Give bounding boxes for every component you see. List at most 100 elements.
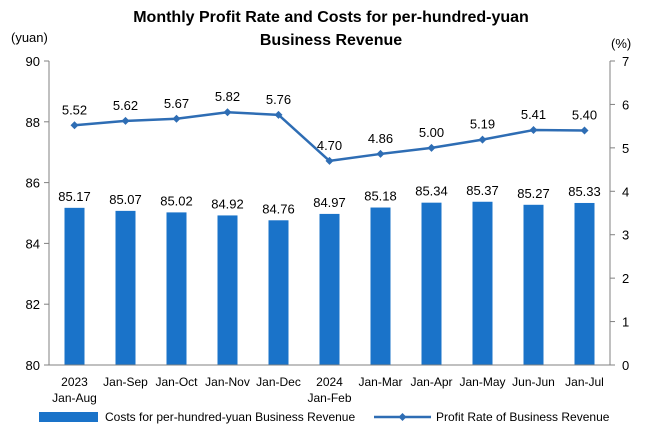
line-value-label: 5.40 bbox=[572, 107, 597, 122]
legend-bar-label: Costs for per-hundred-yuan Business Reve… bbox=[105, 410, 355, 424]
line-point-marker bbox=[478, 135, 487, 144]
line-value-label: 4.70 bbox=[317, 138, 342, 153]
line-point-marker bbox=[274, 110, 283, 119]
bar-value-label: 85.33 bbox=[568, 184, 601, 199]
line-point-marker bbox=[223, 108, 232, 117]
line-point-marker bbox=[376, 149, 385, 158]
line-value-label: 5.19 bbox=[470, 117, 495, 132]
left-axis-tick-label: 90 bbox=[26, 54, 40, 69]
line-point-marker bbox=[121, 116, 130, 125]
line-value-label: 4.86 bbox=[368, 131, 393, 146]
bar-value-label: 84.97 bbox=[313, 195, 346, 210]
line-point-marker bbox=[172, 114, 181, 123]
right-axis-tick-label: 2 bbox=[622, 271, 629, 286]
line-value-label: 5.41 bbox=[521, 107, 546, 122]
bar bbox=[217, 215, 238, 365]
bar-value-label: 85.37 bbox=[466, 183, 499, 198]
line-value-label: 5.76 bbox=[266, 92, 291, 107]
category-label-line: 2023 bbox=[61, 375, 88, 389]
category-label: Jan-Dec bbox=[256, 375, 301, 389]
chart-title: Monthly Profit Rate and Costs for per-hu… bbox=[133, 9, 529, 49]
category-label: Jan-Sep bbox=[103, 375, 148, 389]
left-axis-tick-label: 88 bbox=[26, 115, 40, 130]
bar bbox=[370, 207, 391, 365]
bar bbox=[64, 207, 85, 365]
x-axis: 2023 Jan-Aug Jan-Sep Jan-Oct Jan-Nov Jan-Dec 2… bbox=[49, 364, 610, 405]
line-layer: 5.52 5.62 5.67 5.82 5.76 4.70 4.86 5.00 5.19 5.41… bbox=[62, 89, 597, 165]
category-label: Jan-Apr bbox=[410, 375, 452, 389]
line-point-marker bbox=[529, 126, 538, 135]
category-label-line: Jan-May bbox=[459, 375, 505, 389]
left-axis-tick-label: 86 bbox=[26, 176, 40, 191]
bar bbox=[268, 220, 289, 365]
category-label-line: Jan-Jul bbox=[565, 375, 604, 389]
right-axis-tick-label: 6 bbox=[622, 97, 629, 112]
category-label: 2024 Jan-Feb bbox=[307, 375, 351, 405]
right-axis-tick-label: 1 bbox=[622, 315, 629, 330]
line-value-label: 5.62 bbox=[113, 98, 138, 113]
category-label-line: Jan-Oct bbox=[155, 375, 198, 389]
left-axis-unit: (yuan) bbox=[11, 30, 48, 45]
left-axis-tick-label: 84 bbox=[26, 236, 40, 251]
legend: Costs for per-hundred-yuan Business Reve… bbox=[39, 410, 610, 424]
right-axis-tick-label: 7 bbox=[622, 54, 629, 69]
bar-value-label: 84.76 bbox=[262, 201, 295, 216]
category-label-line: Jan-Nov bbox=[205, 375, 250, 389]
bar-value-label: 85.34 bbox=[415, 184, 448, 199]
line-point-marker bbox=[325, 156, 334, 165]
category-label: Jan-Nov bbox=[205, 375, 250, 389]
bar-value-label: 85.17 bbox=[58, 189, 91, 204]
line-value-label: 5.52 bbox=[62, 102, 87, 117]
bar bbox=[115, 210, 136, 365]
legend-line-marker bbox=[398, 413, 407, 421]
category-label-line: Jan-Feb bbox=[307, 391, 351, 405]
bar bbox=[523, 204, 544, 365]
category-label-line: Jan-Sep bbox=[103, 375, 148, 389]
right-axis-tick-label: 0 bbox=[622, 358, 629, 373]
category-label: Jan-Mar bbox=[358, 375, 402, 389]
category-label-line: Jan-Mar bbox=[358, 375, 402, 389]
right-axis: 0 1 2 3 4 5 6 7 bbox=[609, 54, 629, 373]
bar bbox=[421, 202, 442, 365]
category-label-line: Jan-Dec bbox=[256, 375, 301, 389]
category-label: 2023 Jan-Aug bbox=[52, 375, 97, 405]
category-label: Jan-Jul bbox=[565, 375, 604, 389]
line-value-label: 5.00 bbox=[419, 125, 444, 140]
legend-line-label: Profit Rate of Business Revenue bbox=[436, 410, 610, 424]
line-point-marker bbox=[70, 121, 79, 130]
left-axis-tick-label: 82 bbox=[26, 297, 40, 312]
line-value-label: 5.67 bbox=[164, 96, 189, 111]
bar bbox=[319, 213, 340, 365]
bar-value-label: 84.92 bbox=[211, 196, 244, 211]
category-label-line: Jan-Aug bbox=[52, 391, 97, 405]
chart-title-line-2: Business Revenue bbox=[260, 32, 402, 49]
right-axis-tick-label: 5 bbox=[622, 141, 629, 156]
category-label-line: Jun-Jun bbox=[512, 375, 555, 389]
bar bbox=[472, 201, 493, 365]
profit-rate-line bbox=[74, 110, 585, 163]
line-point-marker bbox=[427, 143, 436, 152]
legend-bar-swatch bbox=[39, 412, 98, 422]
chart-title-line-1: Monthly Profit Rate and Costs for per-hu… bbox=[133, 9, 529, 26]
category-label-line: Jan-Apr bbox=[410, 375, 452, 389]
bar-value-label: 85.07 bbox=[109, 192, 142, 207]
right-axis-tick-label: 3 bbox=[622, 228, 629, 243]
bars-layer: 85.17 85.07 85.02 84.92 84.76 84.97 85.18 85.34… bbox=[58, 183, 601, 365]
left-axis: 80 82 84 86 88 90 bbox=[26, 54, 50, 373]
category-label: Jan-May bbox=[459, 375, 505, 389]
bar bbox=[166, 212, 187, 365]
line-value-label: 5.82 bbox=[215, 89, 240, 104]
category-label: Jan-Oct bbox=[155, 375, 198, 389]
bar bbox=[574, 202, 595, 365]
category-label-line: 2024 bbox=[316, 375, 343, 389]
category-label: Jun-Jun bbox=[512, 375, 555, 389]
right-axis-tick-label: 4 bbox=[622, 184, 629, 199]
bar-value-label: 85.02 bbox=[160, 193, 193, 208]
line-point-marker bbox=[580, 126, 589, 135]
bar-value-label: 85.27 bbox=[517, 186, 550, 201]
left-axis-tick-label: 80 bbox=[26, 358, 40, 373]
bar-value-label: 85.18 bbox=[364, 189, 397, 204]
right-axis-unit: (%) bbox=[611, 36, 631, 51]
